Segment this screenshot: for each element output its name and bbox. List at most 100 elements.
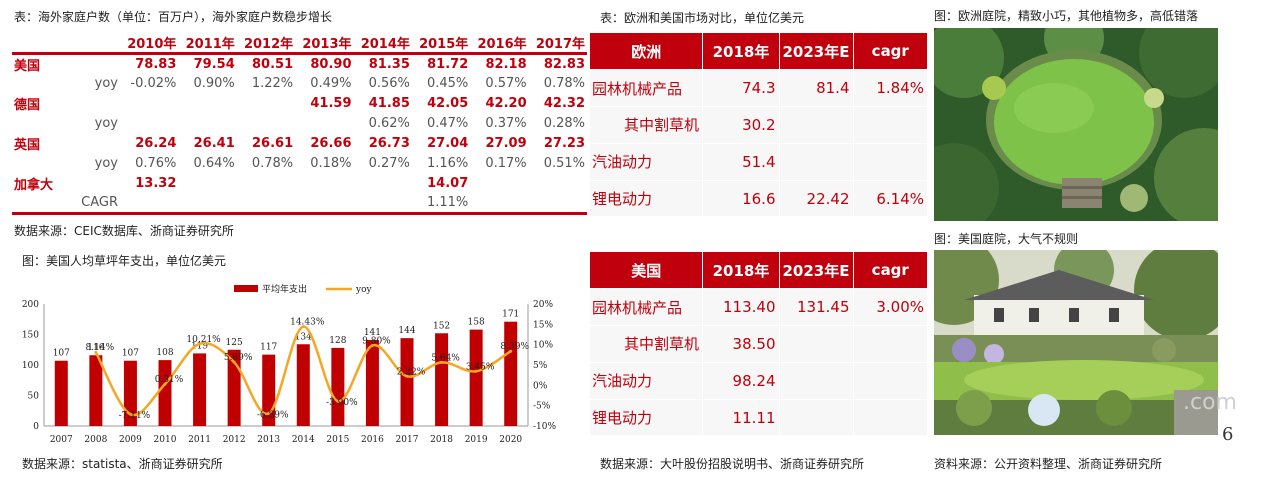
header-country-cell xyxy=(12,33,76,55)
yoy-value-label: 3.45% xyxy=(466,362,495,372)
market-value-cell: 51.4 xyxy=(702,143,780,181)
europe-market-table: 欧洲 2018年 2023年E cagr 园林机械产品 74.3 81.4 1.84% 其中割草… xyxy=(590,33,928,218)
value-cell: 27.04 xyxy=(427,136,469,152)
yoy-point xyxy=(128,412,132,416)
right-tick-label: -5% xyxy=(533,402,551,412)
chart-source: 数据来源：statista、浙商证券研究所 xyxy=(22,457,223,471)
year-header: 2014年 xyxy=(353,33,412,55)
households-source: 数据来源：CEIC数据库、浙商证券研究所 xyxy=(14,224,234,238)
left-tick-label: 200 xyxy=(22,300,39,310)
row-label-cell: CAGR xyxy=(76,193,120,215)
bar-value-label: 107 xyxy=(122,349,139,359)
yoy-value-label: 5.64% xyxy=(431,353,460,363)
households-row: yoy 0.76% 0.64% 0.78% 0.18% 0.27% 1.16% 0.17% 0.… xyxy=(12,154,587,174)
market-value-cell xyxy=(853,362,928,400)
value-cell: 1.22% xyxy=(251,76,294,92)
yoy-point xyxy=(370,343,374,347)
market-value-cell xyxy=(779,362,854,400)
bar-value-label: 125 xyxy=(226,338,243,348)
value-cell xyxy=(178,173,236,193)
bar-value-label: 107 xyxy=(53,349,70,359)
value-cell xyxy=(178,114,236,134)
usa-garden-photo xyxy=(934,250,1218,435)
yoy-point xyxy=(440,360,444,364)
bar-2018 xyxy=(435,333,449,426)
market-value-cell xyxy=(853,325,928,363)
yoy-point xyxy=(405,374,409,378)
value-cell: 0.78% xyxy=(251,156,294,171)
x-tick-label: 2014 xyxy=(292,435,315,445)
usa-market-row: 锂电动力 11.11 xyxy=(590,399,928,437)
yoy-point xyxy=(474,369,478,373)
x-tick-label: 2016 xyxy=(361,435,384,445)
right-tick-label: 15% xyxy=(533,320,553,330)
year-header: 2011年 xyxy=(178,33,237,55)
lawn-spending-chart: 0 50 100 150 200 -10% -5% 0% 5% 10% 15% 20% 107 2007 1… xyxy=(22,283,557,445)
value-cell: 0.76% xyxy=(135,156,177,171)
value-cell xyxy=(353,193,412,215)
value-cell: 82.83 xyxy=(543,57,585,72)
product-name-cell: 锂电动力 xyxy=(590,180,704,218)
value-cell: 78.83 xyxy=(135,57,177,72)
value-cell xyxy=(120,114,178,134)
value-cell: 26.66 xyxy=(310,136,352,152)
value-cell xyxy=(295,193,354,215)
right-tick-label: -10% xyxy=(533,422,556,432)
households-row: yoy -0.02% 0.90% 1.22% 0.49% 0.56% 0.45% 0.57% 0… xyxy=(12,74,587,94)
value-cell: 27.23 xyxy=(543,136,585,152)
value-cell xyxy=(470,193,529,215)
right-tick-label: 10% xyxy=(533,341,553,351)
households-row: yoy 0.62% 0.47% 0.37% 0.28% xyxy=(12,114,587,134)
yoy-point xyxy=(267,411,271,415)
year-header: 2017年 xyxy=(528,33,587,55)
x-tick-label: 2007 xyxy=(50,435,73,445)
x-tick-label: 2019 xyxy=(465,435,488,445)
x-tick-label: 2017 xyxy=(396,435,419,445)
photos-source: 资料来源：公开资料整理、浙商证券研究所 xyxy=(934,457,1163,471)
europe-market-row: 园林机械产品 74.3 81.4 1.84% xyxy=(590,69,928,108)
yoy-point xyxy=(94,350,98,354)
bar-value-label: 144 xyxy=(398,326,415,336)
value-cell: 26.73 xyxy=(368,136,410,152)
product-name-cell: 锂电动力 xyxy=(590,399,704,437)
product-name-cell: 汽油动力 xyxy=(590,143,704,181)
value-cell xyxy=(529,173,587,193)
yoy-value-label: 8.39% xyxy=(500,342,529,352)
value-cell: 1.16% xyxy=(426,156,469,171)
value-cell xyxy=(120,94,178,114)
value-cell: 0.17% xyxy=(485,156,527,171)
yoy-point xyxy=(301,325,305,329)
usa-garden-caption: 图：美国庭院，大气不规则 xyxy=(934,232,1079,246)
value-cell: 42.32 xyxy=(543,96,585,112)
value-cell: 82.18 xyxy=(485,57,527,72)
europe-market-row: 锂电动力 16.6 22.42 6.14% xyxy=(590,180,928,218)
market-header-cell: 2018年 xyxy=(702,33,780,71)
x-tick-label: 2012 xyxy=(223,435,246,445)
x-tick-label: 2013 xyxy=(257,435,280,445)
x-tick-label: 2009 xyxy=(119,435,142,445)
bar-2008 xyxy=(89,355,103,426)
left-tick-label: 150 xyxy=(22,331,39,341)
value-cell: 79.54 xyxy=(193,57,235,72)
country-cell: 英国 xyxy=(14,138,41,154)
value-cell: 0.51% xyxy=(543,156,585,171)
households-row: 英国 26.24 26.41 26.61 26.66 26.73 27.04 27.09 27.… xyxy=(12,134,587,154)
page-number: 6 xyxy=(1222,424,1234,445)
value-cell xyxy=(354,173,412,193)
market-value-cell xyxy=(779,325,854,363)
value-cell: 13.32 xyxy=(135,175,177,191)
value-cell: 26.41 xyxy=(193,136,235,152)
yoy-value-label: -7.11% xyxy=(119,411,151,421)
bar-value-label: 117 xyxy=(260,343,277,353)
value-cell: 0.47% xyxy=(426,116,469,132)
bar-value-label: 134 xyxy=(295,332,312,342)
x-tick-label: 2010 xyxy=(154,435,177,445)
row-label-cell: yoy xyxy=(94,116,118,132)
product-name-cell: 园林机械产品 xyxy=(590,288,704,327)
country-cell xyxy=(12,114,76,134)
product-name-cell: 汽油动力 xyxy=(590,362,704,400)
x-tick-label: 2008 xyxy=(84,435,107,445)
europe-garden-photo xyxy=(934,28,1218,221)
market-value-cell xyxy=(779,106,854,144)
households-caption: 表：海外家庭户数（单位：百万户），海外家庭户数稳步增长 xyxy=(14,10,333,24)
